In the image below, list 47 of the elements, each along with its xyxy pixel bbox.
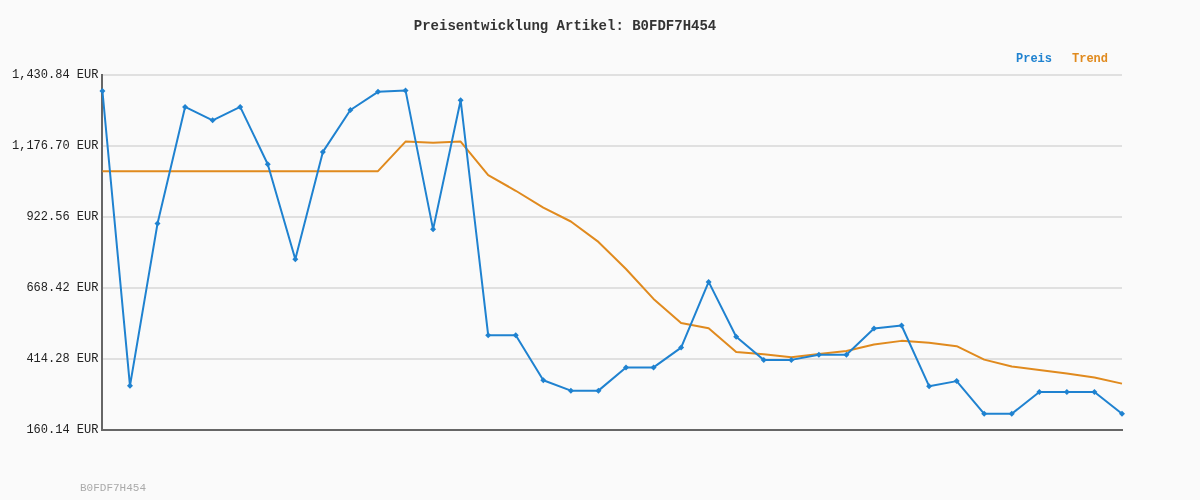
chart-title: Preisentwicklung Artikel: B0FDF7H454 [413,17,717,34]
point [209,117,216,124]
point [622,364,629,371]
point [292,256,299,263]
point [512,332,519,339]
y-tick-label: 160.14 EUR [26,423,99,438]
point [678,344,685,351]
point [705,278,712,285]
y-tick-label: 922.56 EUR [26,210,99,225]
point [264,161,271,168]
point [843,351,850,358]
point [237,103,244,110]
point [402,87,409,94]
point [540,377,547,384]
y-tick-label: 1,430.84 EUR [11,67,99,82]
point [430,226,437,233]
text: Trend [1071,51,1109,66]
point [1119,410,1125,417]
text: Preis [1015,51,1052,66]
point [182,103,189,110]
point [154,220,161,227]
point [319,148,326,155]
point [374,88,381,95]
point [760,356,767,363]
point [650,364,657,371]
point [567,387,574,394]
point [457,97,464,104]
point [595,387,602,394]
point [953,378,960,385]
y-tick-label: 414.28 EUR [26,352,99,367]
text: B0FDF7H454 [80,482,147,494]
point [733,333,740,340]
y-tick-label: 1,176.70 EUR [11,139,99,154]
point [99,87,106,94]
point [1091,389,1098,396]
point [1008,410,1015,417]
point [485,332,492,339]
y-tick-label: 668.42 EUR [26,281,99,296]
point [815,351,822,358]
point [981,410,988,417]
point [126,382,133,389]
point [788,356,795,363]
point [898,322,905,329]
point [1036,389,1043,396]
point [347,106,354,113]
point [926,383,933,390]
point [870,325,877,332]
